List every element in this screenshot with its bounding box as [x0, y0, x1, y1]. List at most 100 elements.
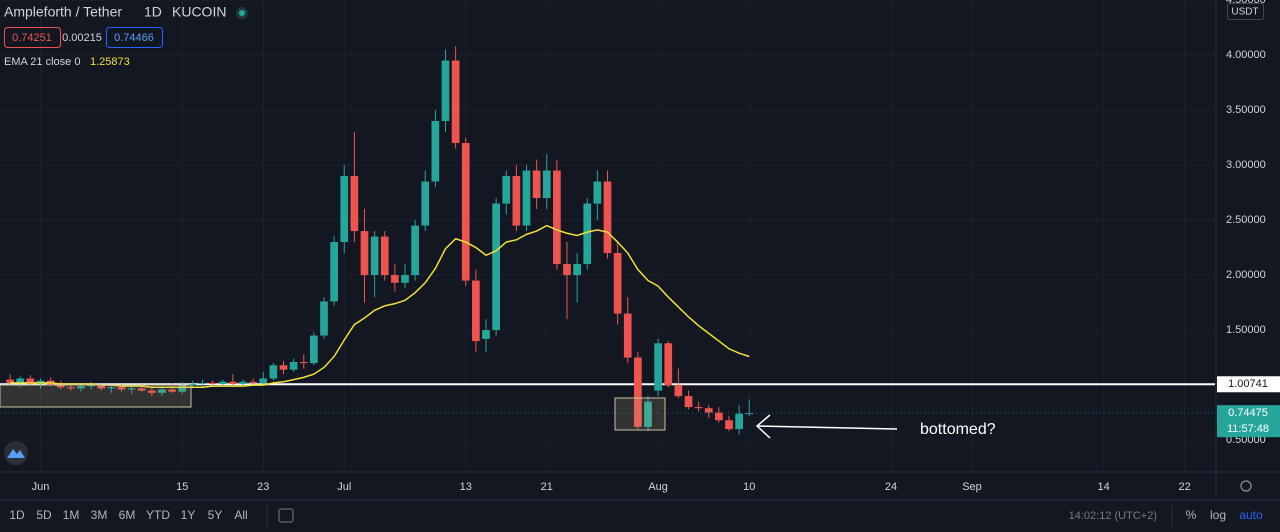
indicator-value: 1.25873 — [90, 56, 130, 68]
y-tick-label: 2.50000 — [1226, 214, 1266, 226]
log-toggle[interactable]: log — [1210, 508, 1226, 522]
settings[interactable] — [1240, 480, 1252, 492]
annotation: bottomed? — [920, 421, 996, 438]
y-tick-label: 3.00000 — [1226, 159, 1266, 171]
ask-box[interactable] — [106, 27, 163, 48]
candle-body — [289, 361, 298, 370]
clock: 14:02:12 (UTC+2) — [1069, 510, 1157, 522]
exchange: KUCOIN — [172, 4, 226, 20]
y-tick-label: 3.50000 — [1226, 104, 1266, 116]
logo-icon — [7, 449, 25, 458]
x-tick-label: 23 — [257, 481, 269, 493]
range-button[interactable]: 5D — [36, 508, 52, 522]
candle-body — [77, 386, 85, 389]
bid-box[interactable] — [4, 27, 61, 48]
last-price-box — [1217, 405, 1280, 438]
candle-body — [451, 60, 460, 144]
candle-body — [107, 387, 116, 389]
candle-body — [715, 412, 723, 421]
auto-toggle[interactable]: auto — [1239, 508, 1263, 522]
candle-body — [654, 343, 662, 391]
candle-body — [380, 236, 389, 276]
candle-body — [634, 357, 642, 427]
candle-body — [623, 313, 632, 358]
x-tick-label: Aug — [648, 481, 668, 493]
x-tick-label: 22 — [1179, 481, 1191, 493]
range-button[interactable]: 6M — [119, 508, 136, 522]
countdown: 11:57:48 — [1227, 423, 1269, 435]
ask: 0.74466 — [114, 32, 154, 44]
candle-body — [704, 408, 713, 413]
candle-body — [310, 335, 318, 364]
candle-body — [370, 236, 379, 276]
range-button[interactable]: 1D — [9, 508, 25, 522]
candle-body — [117, 387, 126, 390]
range-button[interactable]: 3M — [91, 508, 108, 522]
candle-body — [158, 389, 166, 393]
candle-body — [512, 176, 521, 226]
candle-body — [137, 388, 146, 391]
candle-body — [664, 343, 673, 386]
x-tick-label: Jun — [32, 481, 50, 493]
range-buttons: 1D 5D 1M 3M 6M YTD 1Y 5Y All — [9, 508, 247, 522]
candle-body — [188, 383, 197, 386]
candle-body — [482, 330, 490, 339]
candle-body — [218, 381, 227, 384]
candle-body — [583, 203, 592, 265]
candle-body — [269, 365, 278, 379]
candle-body — [239, 381, 247, 384]
x-tick-label: 24 — [885, 481, 897, 493]
candle-body — [330, 242, 338, 302]
percent-toggle[interactable]: % — [1186, 508, 1197, 522]
candle-body — [603, 181, 612, 254]
candle-body — [67, 387, 75, 389]
candle-body — [725, 420, 733, 430]
range-button[interactable]: 1Y — [181, 508, 196, 522]
currency: USDT — [1231, 7, 1258, 18]
date-range-icon[interactable] — [278, 508, 294, 523]
x-tick-label: 13 — [460, 481, 472, 493]
candle-body — [461, 143, 470, 281]
candle-body — [26, 378, 35, 384]
candle-body — [542, 170, 551, 199]
candle-body — [87, 385, 95, 387]
candle-body — [208, 382, 217, 384]
x-tick-label: 21 — [541, 481, 553, 493]
candle-body — [411, 225, 419, 276]
candle-body — [401, 275, 409, 283]
candle-body — [735, 413, 743, 430]
currency-box — [1227, 3, 1264, 20]
range-box — [614, 397, 666, 431]
candle-body — [97, 385, 106, 389]
indicator-name: EMA 21 close 0 — [4, 56, 80, 68]
candle-body — [168, 389, 176, 392]
candle-body — [198, 382, 207, 384]
y-tick-label: 4.50000 — [1226, 0, 1266, 6]
range-button[interactable]: 5Y — [208, 508, 223, 522]
candle-body — [522, 170, 531, 226]
range-button[interactable]: 1M — [63, 508, 80, 522]
price-label-box — [1217, 376, 1280, 393]
candle-body — [694, 407, 703, 409]
candle-body — [674, 385, 683, 397]
arrow — [757, 425, 898, 430]
bid: 0.74251 — [12, 32, 52, 44]
range-button[interactable]: YTD — [146, 508, 170, 522]
candle-body — [593, 181, 602, 204]
candle-body — [391, 275, 399, 283]
interval: 1D — [144, 4, 162, 20]
arrow-head — [755, 414, 771, 439]
plot-area — [0, 46, 1215, 435]
symbol-title: Ampleforth / Tether — [4, 4, 122, 20]
last-price: 0.74475 — [1228, 407, 1268, 419]
x-tick-label: 10 — [743, 481, 755, 493]
candle-body — [745, 413, 754, 415]
candle-body — [299, 361, 308, 364]
y-tick-label: 1.50000 — [1226, 324, 1266, 336]
candle-body — [644, 401, 652, 427]
candle-body — [360, 231, 369, 276]
range-button[interactable]: All — [234, 508, 247, 522]
candle-body — [259, 378, 268, 383]
